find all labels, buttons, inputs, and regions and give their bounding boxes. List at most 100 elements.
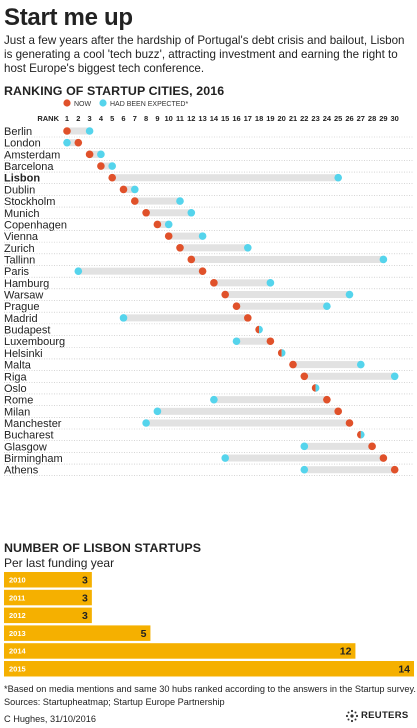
rank-range-track (134, 197, 180, 205)
now-dot (74, 138, 83, 147)
bar-value-label: 3 (82, 592, 88, 604)
now-dot (176, 244, 184, 252)
city-row: Paris (4, 266, 413, 278)
rank-range-track (180, 244, 248, 252)
rank-tick-label: 11 (176, 114, 184, 123)
bar-year-label: 2010 (9, 576, 26, 585)
bar-row: 2012 3 (4, 607, 92, 624)
expected-dot (266, 279, 275, 287)
now-dot (345, 419, 354, 427)
city-row: Glasgow (4, 441, 413, 453)
rank-tick-label: 13 (198, 114, 206, 123)
sources: Sources: Startupheatmap; Startup Europe … (4, 697, 225, 707)
rank-range-track (304, 372, 395, 380)
rank-range-track (100, 162, 113, 170)
city-label: Warsaw (4, 290, 43, 302)
rank-range-track (157, 407, 339, 415)
city-row: Dublin (4, 184, 413, 196)
city-label: Oslo (4, 383, 27, 395)
city-row: Munich (4, 208, 413, 220)
now-dot (210, 279, 218, 287)
city-label: Paris (4, 266, 30, 278)
city-row: London (4, 138, 413, 150)
city-label: Glasgow (4, 441, 47, 453)
now-dot (97, 162, 105, 170)
now-dot (390, 465, 399, 474)
expected-dot (357, 360, 365, 369)
rank-tick-label: 26 (345, 114, 353, 123)
rank-tick-label: 10 (165, 114, 173, 123)
rank-range-track (67, 139, 79, 147)
now-dot (119, 185, 128, 194)
rank-range-track (304, 442, 373, 450)
now-dot (323, 395, 331, 404)
bar-year-label: 2013 (9, 629, 26, 638)
city-row: Zurich (4, 243, 413, 255)
rank-range-track (123, 185, 135, 193)
city-row: Helsinki (4, 348, 413, 360)
rank-tick-label: 6 (121, 114, 125, 123)
now-dot (187, 255, 196, 264)
expected-dot (164, 220, 173, 229)
expected-dot (379, 255, 388, 264)
rank-tick-label: 3 (88, 114, 92, 123)
expected-dot (142, 419, 150, 427)
rank-range-track (157, 220, 169, 228)
expected-dot (281, 349, 286, 357)
ranking-chart: NOW HAD BEEN EXPECTED*RANK 1 2 3 4 5 6 7 8 9 10 11 12… (4, 99, 413, 477)
expected-dot (210, 395, 218, 404)
city-label: Luxembourg (4, 336, 65, 348)
now-dot (63, 127, 71, 135)
now-dot (164, 232, 173, 240)
bar-row: 2015 14 (4, 661, 414, 677)
rank-tick-label: 16 (232, 114, 240, 123)
bar-row: 2013 5 (4, 625, 151, 641)
city-label: Helsinki (4, 348, 43, 360)
bar-row: 2014 12 (4, 643, 356, 659)
now-dot (334, 407, 343, 416)
city-row: Vienna (4, 231, 413, 243)
rank-range-track (236, 337, 271, 345)
city-row: Oslo (4, 383, 413, 395)
city-row: Luxembourg (4, 336, 413, 348)
rank-tick-label: 22 (300, 114, 308, 123)
rank-tick-label: 20 (278, 114, 286, 123)
rank-tick-label: 2 (76, 114, 80, 123)
expected-dot (176, 197, 184, 205)
city-row: Birmingham (4, 453, 413, 465)
expected-dot (244, 244, 252, 252)
rank-range-track (213, 279, 271, 287)
city-row: Athens (4, 465, 413, 477)
city-label: Prague (4, 301, 39, 313)
rank-tick-label: 30 (391, 114, 399, 123)
expected-dot (131, 185, 139, 194)
rank-tick-label: 7 (133, 114, 137, 123)
expected-dot (334, 173, 343, 182)
city-row: Bucharest (4, 430, 413, 442)
rank-tick-label: 28 (368, 114, 376, 123)
now-dot (153, 220, 162, 229)
rank-tick-label: 23 (311, 114, 319, 123)
rank-range-track (236, 302, 327, 310)
city-row: Hamburg (4, 278, 413, 290)
now-dot (277, 349, 282, 357)
ranking-legend: NOW HAD BEEN EXPECTED* (63, 99, 188, 108)
expected-dot (97, 150, 105, 159)
startup-bar (4, 625, 151, 641)
rank-range-track (304, 466, 395, 474)
city-row: Madrid (4, 313, 413, 325)
rank-range-track (191, 255, 384, 263)
expected-dot (360, 430, 365, 439)
now-dot (85, 150, 94, 159)
expected-dot (315, 384, 320, 392)
rank-tick-label: 5 (110, 114, 114, 123)
rank-tick-label: 15 (221, 114, 229, 123)
city-label: Malta (4, 360, 32, 372)
city-row: Rome (4, 395, 413, 407)
rank-range-track (67, 127, 90, 135)
city-label: Copenhagen (4, 219, 67, 231)
bar-row: 2010 3 (4, 572, 92, 588)
legend-now-label: NOW (74, 101, 92, 108)
startup-bar (4, 607, 92, 624)
city-row: Malta (4, 360, 413, 372)
